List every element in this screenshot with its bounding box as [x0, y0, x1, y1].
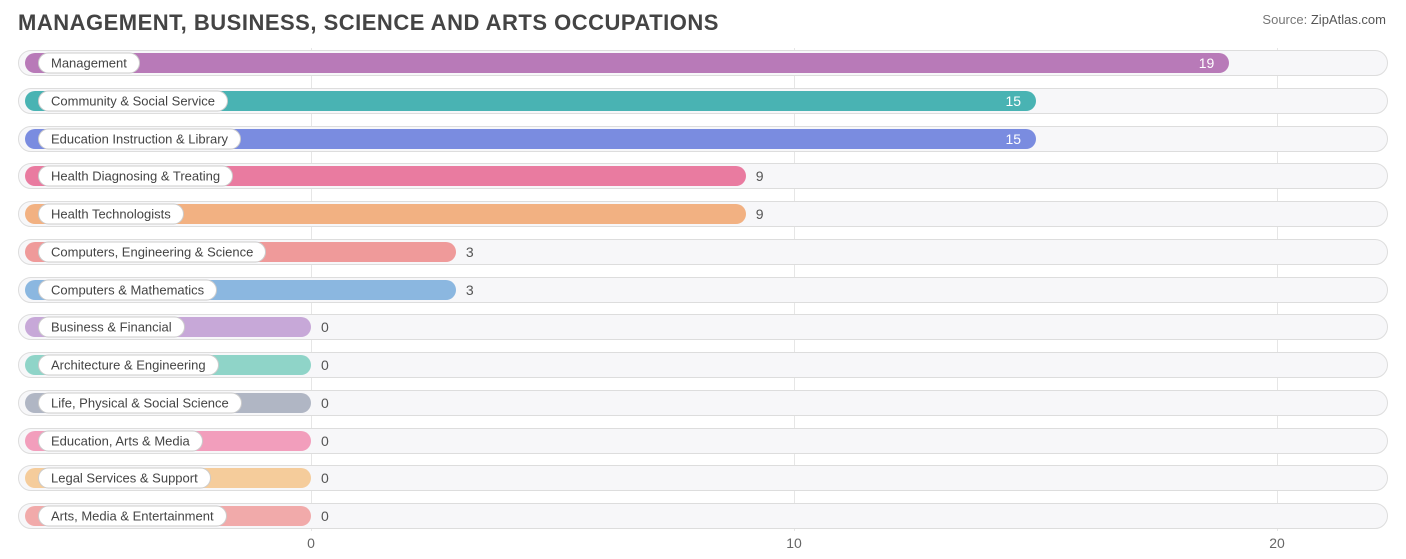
value-label: 3 — [466, 282, 474, 298]
x-axis: 0 10 20 — [18, 535, 1388, 553]
value-label: 9 — [756, 168, 764, 184]
category-label: Business & Financial — [38, 317, 185, 338]
bar-row: Health Technologists 9 — [18, 199, 1388, 229]
category-label: Education Instruction & Library — [38, 128, 241, 149]
bar-row: Computers, Engineering & Science 3 — [18, 237, 1388, 267]
source-brand: ZipAtlas.com — [1311, 12, 1386, 27]
bar-row: Arts, Media & Entertainment 0 — [18, 501, 1388, 531]
category-label: Computers, Engineering & Science — [38, 241, 266, 262]
bar — [25, 53, 1229, 73]
chart-title: MANAGEMENT, BUSINESS, SCIENCE AND ARTS O… — [18, 10, 719, 36]
x-tick-label: 10 — [786, 535, 802, 551]
bar-row: Architecture & Engineering 0 — [18, 350, 1388, 380]
bar-row: Community & Social Service 15 — [18, 86, 1388, 116]
category-label: Health Diagnosing & Treating — [38, 166, 233, 187]
value-label: 0 — [321, 433, 329, 449]
category-label: Computers & Mathematics — [38, 279, 217, 300]
category-label: Life, Physical & Social Science — [38, 392, 242, 413]
bar-row: Education Instruction & Library 15 — [18, 124, 1388, 154]
chart-rows: Management 19 Community & Social Service 15… — [18, 48, 1388, 531]
bar-row: Legal Services & Support 0 — [18, 463, 1388, 493]
bar-row: Computers & Mathematics 3 — [18, 275, 1388, 305]
bar-row: Health Diagnosing & Treating 9 — [18, 161, 1388, 191]
value-label: 0 — [321, 508, 329, 524]
x-tick-label: 20 — [1269, 535, 1285, 551]
bar-row: Management 19 — [18, 48, 1388, 78]
category-label: Education, Arts & Media — [38, 430, 203, 451]
chart-area: Management 19 Community & Social Service 15… — [18, 48, 1388, 531]
category-label: Arts, Media & Entertainment — [38, 506, 227, 527]
value-label: 15 — [1006, 93, 1022, 109]
category-label: Legal Services & Support — [38, 468, 211, 489]
category-label: Management — [38, 53, 140, 74]
value-label: 3 — [466, 244, 474, 260]
value-label: 9 — [756, 206, 764, 222]
source-label: Source: — [1262, 12, 1307, 27]
value-label: 19 — [1199, 55, 1215, 71]
value-label: 0 — [321, 395, 329, 411]
x-tick-label: 0 — [307, 535, 315, 551]
category-label: Health Technologists — [38, 204, 184, 225]
value-label: 0 — [321, 470, 329, 486]
value-label: 0 — [321, 357, 329, 373]
bar-row: Business & Financial 0 — [18, 312, 1388, 342]
value-label: 0 — [321, 319, 329, 335]
bar-row: Education, Arts & Media 0 — [18, 426, 1388, 456]
category-label: Architecture & Engineering — [38, 355, 219, 376]
bar-row: Life, Physical & Social Science 0 — [18, 388, 1388, 418]
category-label: Community & Social Service — [38, 90, 228, 111]
source-attribution: Source: ZipAtlas.com — [1262, 12, 1386, 27]
value-label: 15 — [1006, 131, 1022, 147]
